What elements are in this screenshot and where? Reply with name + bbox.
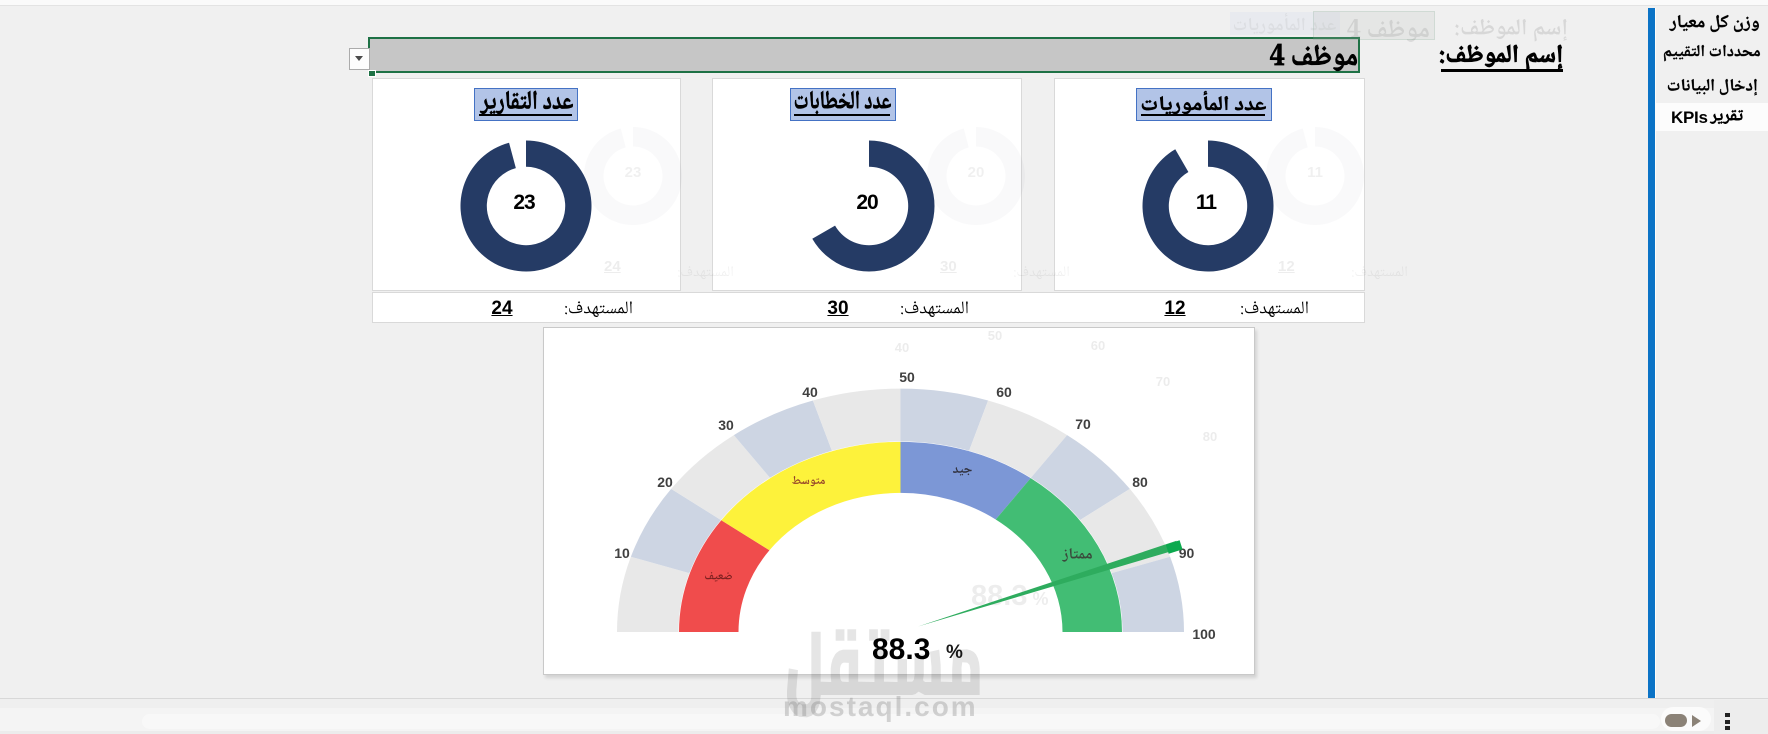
svg-text:10: 10 xyxy=(614,545,630,561)
svg-text:70: 70 xyxy=(1075,416,1091,432)
svg-text:30: 30 xyxy=(718,417,734,433)
svg-text:90: 90 xyxy=(1179,545,1195,561)
svg-text:20: 20 xyxy=(657,474,673,490)
svg-text:100: 100 xyxy=(1192,626,1216,642)
svg-text:50: 50 xyxy=(899,369,915,385)
svg-text:80: 80 xyxy=(1132,474,1148,490)
svg-text:60: 60 xyxy=(996,384,1012,400)
svg-text:40: 40 xyxy=(802,384,818,400)
